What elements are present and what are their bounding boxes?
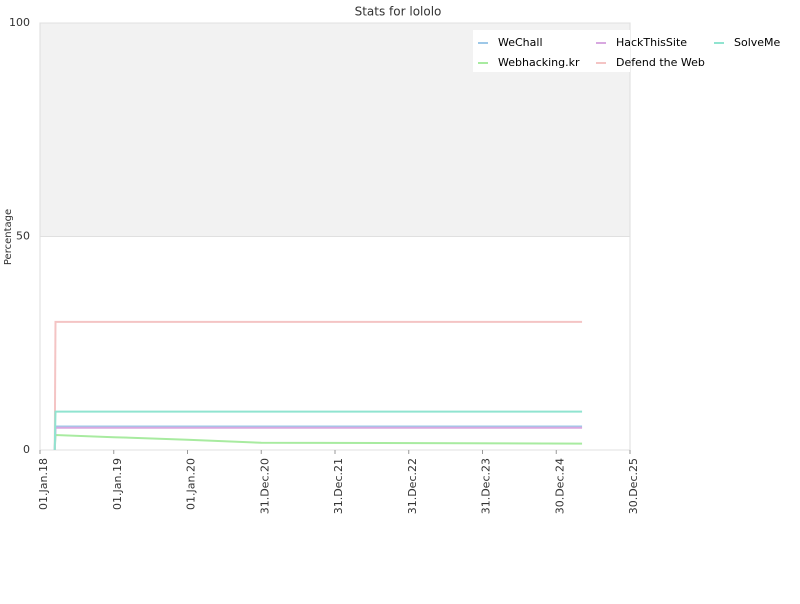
y-axis-label: Percentage (3, 209, 14, 265)
legend-label: Defend the Web (616, 56, 705, 69)
y-tick-label: 100 (9, 16, 30, 29)
series-line (53, 410, 583, 451)
x-tick-label: 01.Jan.19 (111, 458, 124, 510)
y-tick-label: 50 (16, 230, 30, 243)
x-tick-label: 30.Dec.25 (627, 458, 640, 514)
x-tick-label: 31.Dec.23 (480, 458, 493, 514)
x-tick-label: 01.Jan.20 (185, 458, 198, 510)
x-tick-label: 31.Dec.22 (406, 458, 419, 514)
x-tick-label: 30.Dec.24 (553, 458, 566, 514)
legend-box (473, 30, 630, 72)
y-tick-label: 0 (23, 443, 30, 456)
x-tick-label: 31.Dec.21 (332, 458, 345, 514)
series-line (53, 320, 583, 451)
chart-title: Stats for lololo (355, 5, 442, 19)
legend-label: WeChall (498, 36, 543, 49)
x-tick-label: 31.Dec.20 (258, 458, 271, 514)
series-line (53, 434, 583, 451)
x-tick-label: 01.Jan.18 (37, 458, 50, 510)
legend-label: HackThisSite (616, 36, 687, 49)
legend-label: SolveMe (734, 36, 781, 49)
legend-label: Webhacking.kr (498, 56, 580, 69)
series-line (53, 426, 583, 451)
